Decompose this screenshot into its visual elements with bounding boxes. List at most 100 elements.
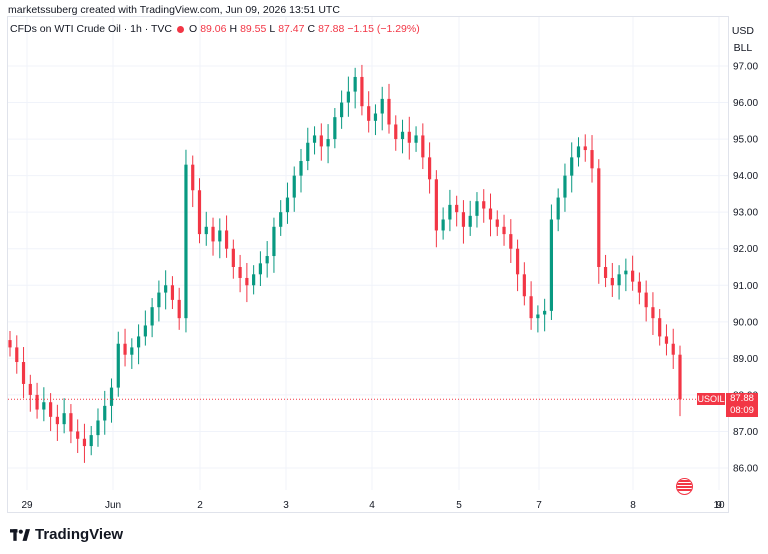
- candle-body: [28, 383, 32, 395]
- y-tick-label: 89.00: [733, 354, 758, 365]
- x-tick-label: 3: [283, 500, 289, 511]
- candle-body: [82, 438, 87, 447]
- symbol-label: CFDs on WTI Crude Oil · 1h · TVC: [10, 23, 173, 35]
- candle-body: [475, 201, 479, 216]
- chart-credit: marketssuberg created with TradingView.c…: [8, 4, 340, 16]
- change-value: −1.15 (−1.29%): [347, 23, 420, 35]
- candle-body: [21, 362, 26, 384]
- candle-body: [570, 157, 574, 176]
- candle-body: [231, 248, 235, 267]
- x-tick-label: 9: [716, 500, 722, 511]
- high-label: H: [229, 23, 238, 35]
- candle-body: [333, 117, 337, 140]
- candle-body: [265, 256, 269, 264]
- bar-countdown: 08:09: [730, 405, 754, 416]
- candle-body: [245, 277, 249, 286]
- chart-legend: CFDs on WTI Crude Oil · 1h · TVC O 89.06 …: [10, 23, 420, 35]
- y-tick-label: 97.00: [733, 62, 758, 73]
- candle-body: [238, 267, 242, 278]
- y-tick-label: 94.00: [733, 171, 758, 182]
- candle-body: [35, 394, 39, 410]
- candle-body: [191, 164, 195, 191]
- candle-body: [285, 197, 290, 213]
- candle-body: [671, 343, 675, 355]
- candle-body: [224, 230, 229, 249]
- market-status-icon: [177, 26, 185, 33]
- candle-body: [8, 340, 12, 348]
- candle-body: [461, 212, 466, 227]
- candle-body: [184, 164, 188, 319]
- candle-body: [407, 131, 411, 143]
- footer-brand[interactable]: TradingView: [10, 526, 123, 543]
- candle-body: [211, 226, 215, 242]
- candle-body: [157, 292, 161, 308]
- candle-body: [312, 135, 317, 143]
- candle-body: [164, 285, 168, 293]
- candle-body: [170, 285, 175, 300]
- close-value: 87.88: [318, 23, 345, 35]
- candle-body: [49, 402, 53, 417]
- candle-body: [603, 267, 608, 278]
- y-tick-label: 93.00: [733, 208, 758, 219]
- candle-body: [130, 347, 134, 355]
- candle-body: [664, 336, 669, 344]
- candle-body: [15, 347, 19, 363]
- candle-body: [488, 208, 493, 220]
- candle-body: [299, 161, 303, 176]
- candle-body: [279, 212, 283, 227]
- candle-body: [624, 270, 628, 275]
- candle-body: [218, 230, 222, 242]
- candle-body: [556, 197, 560, 220]
- candle-body: [116, 343, 120, 388]
- candle-body: [252, 274, 256, 286]
- y-tick-label: 87.00: [733, 427, 758, 438]
- candle-body: [62, 413, 66, 425]
- us-flag-icon[interactable]: [676, 478, 693, 495]
- candle-body: [360, 76, 364, 107]
- candle-body: [204, 226, 208, 235]
- y-tick-label: 86.00: [733, 464, 758, 475]
- candle-body: [150, 307, 154, 326]
- low-value: 87.47: [278, 23, 305, 35]
- candle-body: [522, 274, 526, 297]
- candle-body: [340, 102, 344, 118]
- candle-body: [373, 113, 378, 121]
- x-tick-label: Jun: [105, 500, 121, 511]
- candle-body: [678, 354, 682, 400]
- x-tick-label: 7: [536, 500, 542, 511]
- x-tick-label: 2: [197, 500, 203, 511]
- candle-body: [651, 307, 655, 319]
- candle-body: [272, 226, 276, 257]
- tradingview-logo-icon: [10, 528, 30, 541]
- x-tick-label: 10: [713, 500, 725, 511]
- currency-selector[interactable]: USD BLL: [732, 23, 754, 57]
- symbol-price-tag: USOIL: [697, 393, 725, 405]
- candle-body: [177, 299, 181, 319]
- candle-body: [495, 219, 499, 227]
- candle-body: [109, 387, 114, 406]
- candle-body: [482, 201, 486, 209]
- y-tick-label: 90.00: [733, 317, 758, 328]
- high-value: 89.55: [240, 23, 267, 35]
- candle-body: [76, 431, 80, 439]
- candle-body: [292, 175, 296, 198]
- candle-body: [658, 318, 662, 337]
- candle-body: [509, 234, 513, 249]
- last-price-tag: 87.88 08:09: [726, 393, 758, 417]
- candle-body: [631, 270, 635, 282]
- candle-body: [502, 226, 506, 235]
- candle-body: [258, 263, 263, 275]
- open-label: O: [189, 23, 198, 35]
- candle-body: [427, 157, 432, 180]
- candle-body: [326, 139, 330, 147]
- candle-body: [590, 150, 594, 169]
- y-tick-label: 92.00: [733, 244, 758, 255]
- chart-frame: [7, 16, 729, 513]
- candle-body: [421, 135, 425, 158]
- candle-body: [434, 179, 438, 231]
- candle-body: [441, 219, 445, 231]
- low-label: L: [269, 23, 276, 35]
- candle-body: [387, 98, 391, 125]
- x-tick-label: 5: [456, 500, 462, 511]
